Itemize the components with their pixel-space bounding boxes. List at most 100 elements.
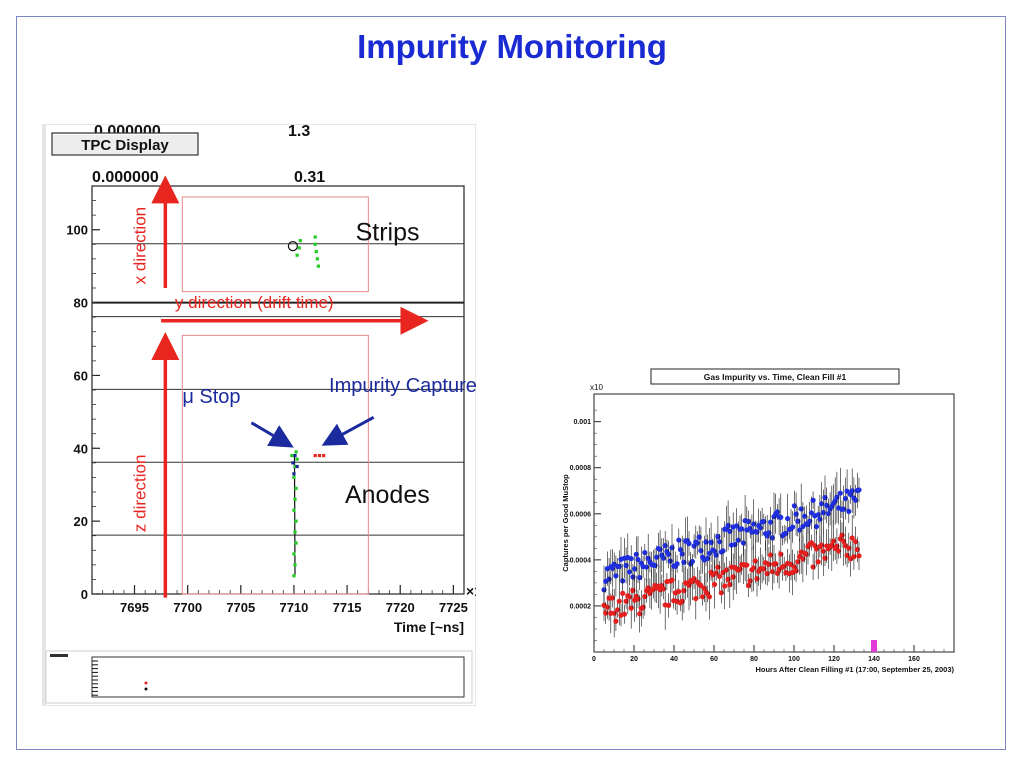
gas-data-point (737, 566, 743, 572)
gas-data-point (769, 535, 775, 541)
gas-data-point (613, 573, 619, 579)
slide-title: Impurity Monitoring (357, 28, 667, 65)
gas-data-point (700, 594, 706, 600)
gas-data-point (824, 502, 830, 508)
gas-data-point (846, 508, 852, 514)
tpc-hit-point (294, 450, 298, 454)
gas-data-point (802, 513, 808, 519)
tpc-hit-point (290, 453, 294, 458)
gas-data-point (778, 551, 784, 557)
gas-data-point (798, 506, 804, 512)
mu-stop-arrow (250, 421, 294, 448)
tpc-plot-area: 0 20 40 60 80 100 7695 7700 7705 7710 7715 7720 7725… (66, 175, 476, 635)
gas-data-point (856, 487, 862, 493)
mini-red-dot (144, 681, 148, 685)
gas-data-point (660, 555, 667, 561)
gas-data-point (820, 510, 826, 516)
gas-data-point (689, 558, 695, 565)
gas-data-point (754, 576, 760, 582)
gas-data-point (796, 527, 803, 533)
tpc-hit-point (293, 453, 297, 458)
gas-chart-title: Gas Impurity vs. Time, Clean Fill #1 (704, 372, 847, 382)
gas-data-point (674, 561, 680, 567)
gas-data-point (808, 540, 814, 546)
gas-data-point (819, 542, 825, 548)
gas-data-point (769, 569, 775, 575)
gas-data-point (834, 494, 840, 500)
gas-impurity-chart-panel: Gas Impurity vs. Time, Clean Fill #1 x10 0… (560, 362, 968, 680)
gas-data-point (819, 501, 825, 507)
gas-data-point (735, 537, 741, 543)
gas-data-point (637, 611, 643, 617)
gas-x-tick-label: 100 (788, 656, 800, 663)
slide-frame (16, 16, 1006, 750)
gas-x-tick-label: 60 (710, 656, 718, 663)
gas-data-point (800, 556, 806, 562)
tpc-hit-point (293, 563, 297, 567)
gas-data-point (715, 534, 721, 540)
z-direction-label: z direction (130, 455, 149, 532)
tpc-hit-point (313, 235, 317, 239)
gas-data-point (725, 522, 731, 529)
muon-track-line (293, 455, 296, 576)
tpc-hit-point (294, 541, 298, 545)
gas-data-point (740, 540, 746, 546)
gas-data-point (793, 511, 799, 517)
gas-data-point (654, 554, 660, 560)
gas-data-point (706, 550, 712, 556)
gas-data-point (766, 561, 772, 567)
gas-data-point (623, 562, 629, 569)
gas-data-point (635, 596, 641, 602)
gas-data-point (768, 519, 774, 525)
gas-data-point (628, 555, 634, 562)
tpc-display-button[interactable]: TPC Display (51, 132, 199, 156)
gas-data-point (604, 604, 610, 610)
gas-data-point (751, 521, 757, 527)
gas-x-tick-label: 120 (828, 656, 840, 663)
gas-data-point (829, 542, 835, 548)
tpc-y-tick-label: 100 (66, 223, 88, 238)
gas-data-point (609, 595, 616, 601)
gas-data-point (837, 490, 843, 496)
tpc-hit-point (313, 242, 317, 246)
gas-data-point (851, 554, 857, 560)
gas-data-point (613, 618, 619, 624)
gas-data-point (720, 548, 726, 554)
gas-data-point (642, 593, 648, 600)
tpc-hit-point (313, 453, 317, 458)
gas-data-point (810, 564, 816, 570)
tpc-display-panel: 0.000000 1.3 TPC Display 0.000000 0.31 0… (42, 124, 476, 706)
gas-data-point (836, 548, 842, 554)
strips-label: Strips (356, 219, 420, 247)
gas-data-point (727, 528, 733, 534)
gas-data-point (633, 551, 639, 557)
gas-data-point (844, 552, 850, 559)
gas-data-point (691, 543, 697, 549)
gas-chart-title-box (650, 368, 900, 385)
gas-data-point (822, 555, 828, 561)
gas-data-point (713, 570, 719, 576)
gas-data-point (774, 509, 780, 515)
strips-region-box (181, 196, 369, 293)
gas-data-point (808, 510, 814, 516)
gas-data-point (694, 540, 701, 546)
gas-data-point (752, 558, 758, 564)
gas-data-point (623, 598, 629, 604)
overlay-value-top-right: 1.3 (288, 124, 310, 140)
gas-data-point (727, 581, 733, 588)
gas-data-point (791, 503, 797, 509)
gas-data-point (706, 594, 712, 600)
gas-data-point (754, 529, 760, 535)
gas-data-point (686, 582, 692, 588)
gas-data-point (635, 556, 641, 563)
tpc-x-tick-label: 7720 (386, 600, 415, 615)
gas-data-point (615, 607, 621, 613)
gas-data-point (739, 526, 745, 532)
gas-data-point (744, 562, 750, 568)
gas-marker-point (871, 640, 877, 652)
gas-data-point (834, 543, 840, 549)
impurity-capture-arrow (321, 416, 375, 446)
gas-data-point (854, 546, 860, 553)
tpc-x-tick-label: 7705 (226, 600, 255, 615)
gas-data-point (616, 563, 622, 569)
